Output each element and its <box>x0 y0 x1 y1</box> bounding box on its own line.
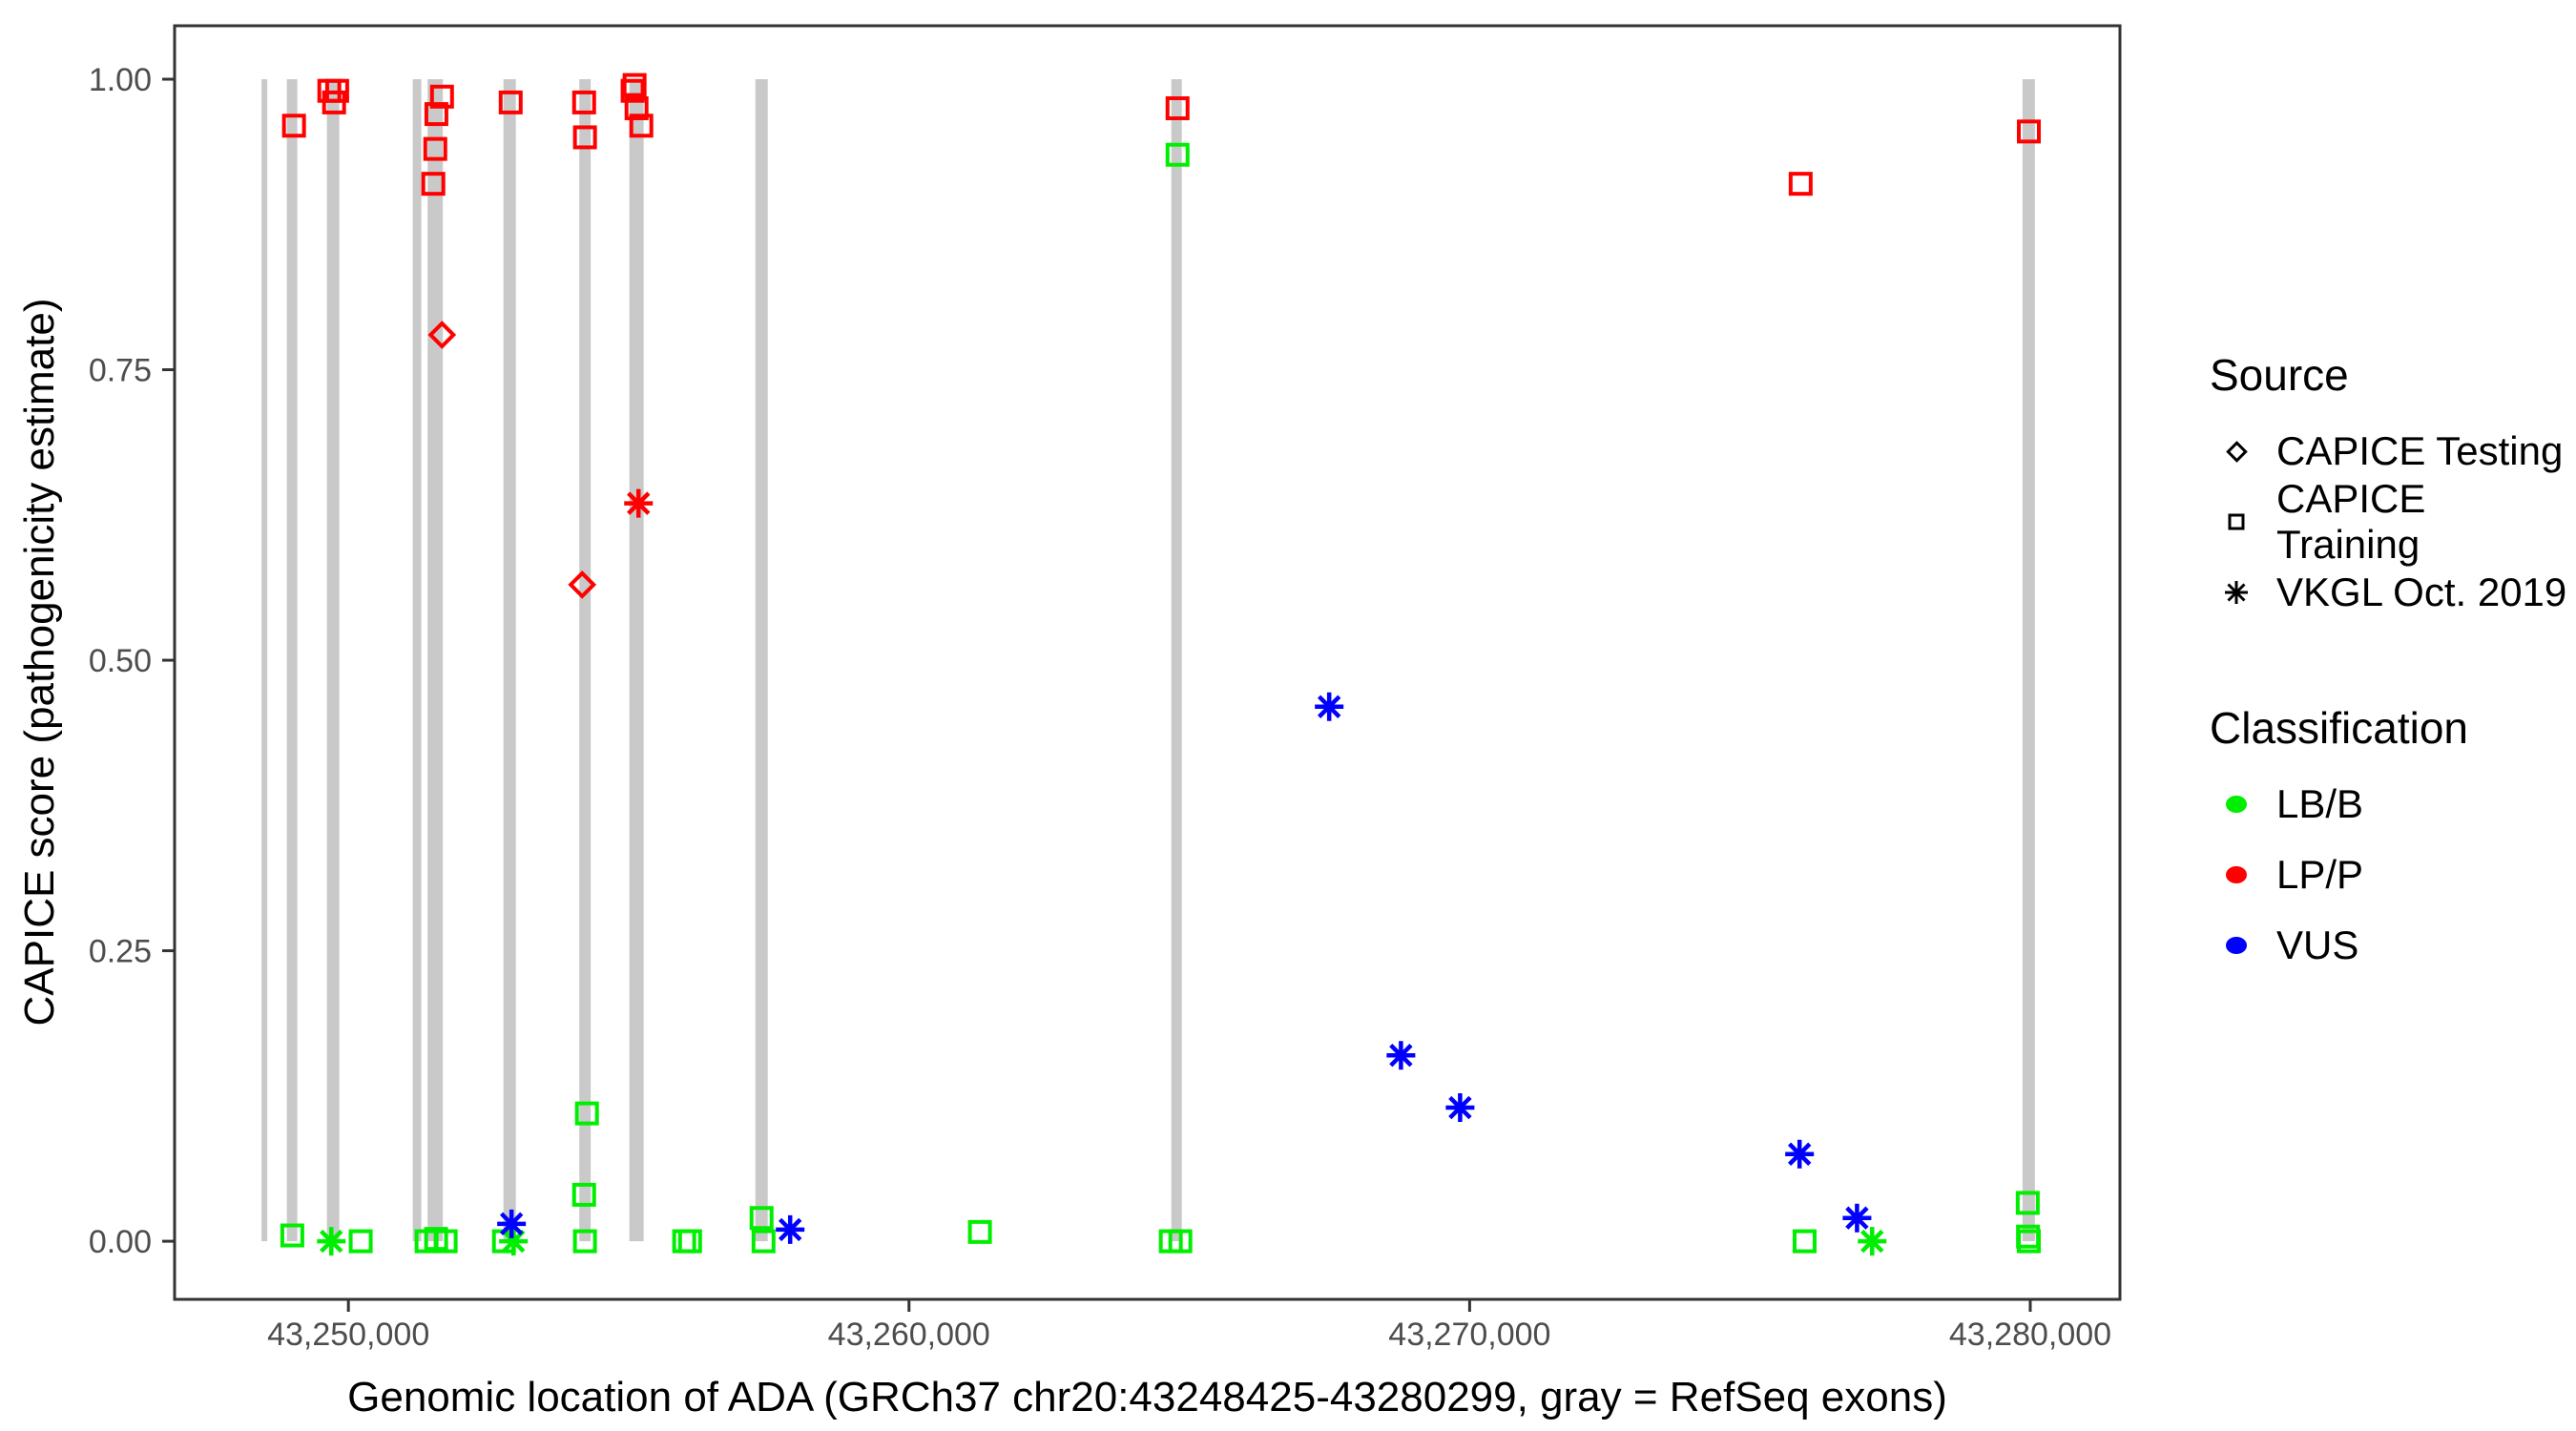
data-point <box>1785 1139 1815 1169</box>
x-tick-label: 43,260,000 <box>828 1317 990 1353</box>
data-point <box>427 321 457 349</box>
data-point <box>1168 1229 1193 1254</box>
exon-bar <box>261 79 268 1242</box>
data-point <box>424 102 448 127</box>
exon-bar <box>2022 79 2035 1242</box>
plot-panel <box>175 26 2120 1299</box>
legend: Source CAPICE Testing CAPICE Training <box>2210 349 2572 981</box>
y-tick-label: 0.50 <box>89 643 152 679</box>
exon-bar <box>427 79 444 1242</box>
data-point <box>1165 142 1190 167</box>
x-axis-title: Genomic location of ADA (GRCh37 chr20:43… <box>347 1374 1947 1421</box>
legend-item-label: VUS <box>2276 923 2359 967</box>
exon-bar <box>326 79 340 1242</box>
square-icon <box>2210 503 2263 541</box>
x-tick-label: 43,280,000 <box>1949 1317 2111 1353</box>
legend-item-label: CAPICE Training <box>2276 476 2426 567</box>
exon-bar <box>286 79 298 1242</box>
legend-item-label: LP/P <box>2276 852 2364 897</box>
data-point <box>280 1223 304 1248</box>
data-point <box>568 570 597 599</box>
y-axis-title: CAPICE score (pathogenicity estimate) <box>16 298 63 1027</box>
data-point <box>1315 692 1344 721</box>
exon-bar <box>579 79 592 1242</box>
data-point <box>2015 1191 2040 1215</box>
legend-item-capice-training: CAPICE Training <box>2210 476 2572 567</box>
exon-bar <box>755 79 768 1242</box>
data-point <box>751 1229 776 1254</box>
exon-bar <box>629 79 644 1242</box>
exon-bar <box>1171 79 1182 1242</box>
data-point <box>574 1101 599 1126</box>
legend-classification-title: Classification <box>2210 703 2468 753</box>
data-point <box>1445 1093 1475 1123</box>
data-point <box>1386 1041 1416 1070</box>
data-point <box>1792 1229 1817 1254</box>
legend-item-label: CAPICE Testing <box>2276 428 2564 473</box>
data-point <box>348 1229 373 1254</box>
data-point <box>1165 95 1190 120</box>
data-point <box>1858 1227 1887 1256</box>
vus-dot-icon <box>2210 926 2263 964</box>
exon-bar <box>503 79 516 1242</box>
y-tick-label: 0.25 <box>89 934 152 970</box>
data-point <box>2017 1229 2042 1254</box>
data-point <box>571 90 596 114</box>
legend-source-title: Source <box>2210 350 2349 400</box>
exon-bar <box>412 79 422 1242</box>
data-point <box>317 1227 346 1256</box>
data-point <box>498 90 523 114</box>
data-point <box>322 90 346 114</box>
data-point <box>499 1227 529 1256</box>
data-point <box>624 488 654 518</box>
data-point <box>620 78 645 103</box>
legend-item-label: VKGL Oct. 2019 <box>2276 570 2567 614</box>
data-point <box>1788 172 1813 197</box>
legend-item-vus: VUS <box>2210 910 2572 981</box>
data-point <box>281 114 306 138</box>
data-point <box>677 1229 702 1254</box>
data-point <box>624 95 649 120</box>
data-point <box>967 1219 992 1244</box>
data-point <box>421 172 446 197</box>
legend-item-capice-testing: CAPICE Testing <box>2210 416 2572 487</box>
x-tick-label: 43,250,000 <box>267 1317 429 1353</box>
data-point <box>423 136 447 161</box>
data-point <box>1842 1203 1872 1233</box>
x-tick-label: 43,270,000 <box>1388 1317 1550 1353</box>
panel-border <box>173 24 2122 1301</box>
data-point <box>572 125 597 150</box>
y-tick-label: 0.00 <box>89 1224 152 1260</box>
lbb-dot-icon <box>2210 785 2263 823</box>
data-point <box>776 1214 805 1244</box>
data-point <box>2017 119 2042 144</box>
legend-item-lbb: LB/B <box>2210 769 2572 840</box>
diamond-icon <box>2210 432 2263 470</box>
data-point <box>572 1229 597 1254</box>
legend-item-lpp: LP/P <box>2210 840 2572 910</box>
y-tick-label: 0.75 <box>89 353 152 389</box>
data-point <box>749 1206 774 1231</box>
y-tick-label: 1.00 <box>89 62 152 98</box>
data-point <box>629 114 654 138</box>
data-point <box>429 84 454 109</box>
legend-item-label: LB/B <box>2276 781 2364 826</box>
asterisk-icon <box>2210 573 2263 612</box>
data-point <box>497 1209 527 1238</box>
data-point <box>433 1229 458 1254</box>
data-point <box>622 73 647 97</box>
legend-spacer <box>2210 628 2572 702</box>
legend-item-vkgl: VKGL Oct. 2019 <box>2210 557 2572 628</box>
data-point <box>571 1182 596 1207</box>
lpp-dot-icon <box>2210 856 2263 894</box>
